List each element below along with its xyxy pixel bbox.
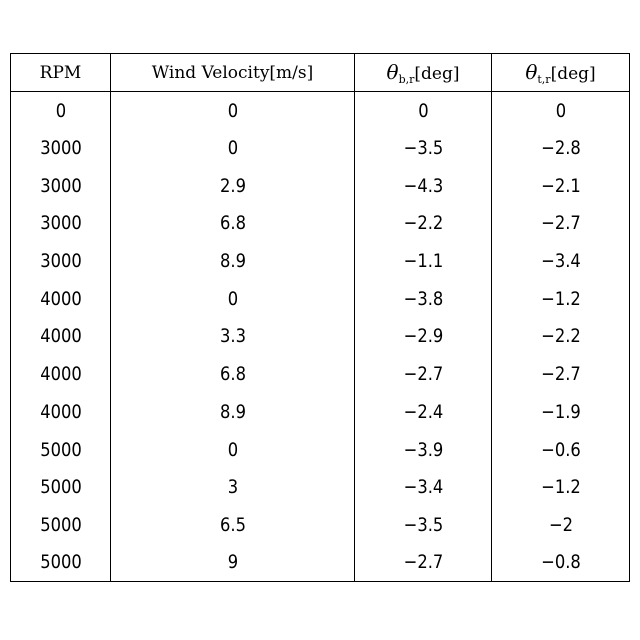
cell-wind-velocity: 3 <box>128 468 338 506</box>
cell-rpm: 5000 <box>18 506 104 544</box>
theta-symbol: θ <box>525 60 537 84</box>
cell-theta-b: −3.5 <box>364 506 482 544</box>
cell-wind-velocity: 0 <box>128 431 338 469</box>
cell-theta-b: −3.9 <box>364 431 482 469</box>
cell-rpm: 0 <box>18 92 104 130</box>
cell-theta-t: −2.1 <box>501 167 620 205</box>
cell-wind-velocity: 8.9 <box>128 242 338 280</box>
cell-rpm: 4000 <box>18 318 104 356</box>
cell-rpm: 5000 <box>18 468 104 506</box>
cell-theta-t: −1.2 <box>501 468 620 506</box>
cell-wind-velocity: 3.3 <box>128 318 338 356</box>
cell-theta-b: −4.3 <box>364 167 482 205</box>
cell-rpm: 3000 <box>18 167 104 205</box>
cell-theta-t: −2 <box>501 506 620 544</box>
cell-rpm: 5000 <box>18 544 104 582</box>
cell-rpm: 5000 <box>18 431 104 469</box>
cell-theta-b: 0 <box>364 92 482 130</box>
cell-rpm: 3000 <box>18 242 104 280</box>
cell-theta-t: 0 <box>501 92 620 130</box>
cell-theta-b: −3.5 <box>364 129 482 167</box>
cell-wind-velocity: 0 <box>128 129 338 167</box>
cell-theta-b: −3.8 <box>364 280 482 318</box>
table-row: 3000 0 −3.5 −2.8 <box>11 129 630 167</box>
cell-rpm: 4000 <box>18 393 104 431</box>
header-theta-b: θb,r[deg] <box>355 54 492 92</box>
cell-rpm: 4000 <box>18 355 104 393</box>
cell-theta-t: −2.8 <box>501 129 620 167</box>
table-body: 000030000−3.5−2.830002.9−4.3−2.130006.8−… <box>11 92 630 582</box>
cell-theta-t: −1.2 <box>501 280 620 318</box>
header-rpm: RPM <box>11 54 111 92</box>
theta-b-unit: [deg] <box>414 64 459 84</box>
cell-wind-velocity: 0 <box>128 92 338 130</box>
table-row: 3000 6.8 −2.2 −2.7 <box>11 205 630 243</box>
cell-theta-b: −2.7 <box>364 355 482 393</box>
cell-wind-velocity: 6.8 <box>128 355 338 393</box>
header-theta-t: θt,r[deg] <box>492 54 630 92</box>
table-row: 5000 6.5 −3.5 −2 <box>11 506 630 544</box>
cell-theta-b: −2.7 <box>364 544 482 582</box>
cell-rpm: 3000 <box>18 205 104 243</box>
theta-symbol: θ <box>387 60 399 84</box>
cell-rpm: 4000 <box>18 280 104 318</box>
cell-wind-velocity: 2.9 <box>128 167 338 205</box>
table-row: 0000 <box>11 92 630 130</box>
cell-wind-velocity: 6.5 <box>128 506 338 544</box>
table-row: 4000 8.9 −2.4 −1.9 <box>11 393 630 431</box>
cell-theta-t: −2.2 <box>501 318 620 356</box>
table-row: 4000 6.8 −2.7 −2.7 <box>11 355 630 393</box>
theta-t-unit: [deg] <box>551 64 596 84</box>
cell-theta-t: −0.6 <box>501 431 620 469</box>
table-row: 4000 0 −3.8 −1.2 <box>11 280 630 318</box>
header-row: RPM Wind Velocity[m/s] θb,r[deg] θt,r[de… <box>11 54 630 92</box>
cell-theta-b: −3.4 <box>364 468 482 506</box>
table-row: 3000 2.9 −4.3 −2.1 <box>11 167 630 205</box>
cell-wind-velocity: 8.9 <box>128 393 338 431</box>
cell-theta-b: −2.9 <box>364 318 482 356</box>
table-row: 3000 8.9 −1.1 −3.4 <box>11 242 630 280</box>
cell-theta-b: −2.4 <box>364 393 482 431</box>
cell-theta-b: −2.2 <box>364 205 482 243</box>
table-row: 5000 9 −2.7 −0.8 <box>11 544 630 582</box>
theta-t-subscript: t,r <box>537 73 550 86</box>
cell-rpm: 3000 <box>18 129 104 167</box>
table-row: 5000 3 −3.4 −1.2 <box>11 468 630 506</box>
cell-wind-velocity: 6.8 <box>128 205 338 243</box>
cell-theta-t: −2.7 <box>501 355 620 393</box>
cell-theta-b: −1.1 <box>364 242 482 280</box>
cell-theta-t: −1.9 <box>501 393 620 431</box>
data-table: RPM Wind Velocity[m/s] θb,r[deg] θt,r[de… <box>10 53 630 582</box>
table-row: 5000 0 −3.9 −0.6 <box>11 431 630 469</box>
cell-wind-velocity: 0 <box>128 280 338 318</box>
cell-wind-velocity: 9 <box>128 544 338 582</box>
cell-theta-t: −3.4 <box>501 242 620 280</box>
cell-theta-t: −2.7 <box>501 205 620 243</box>
theta-b-subscript: b,r <box>399 73 415 86</box>
header-wind-velocity: Wind Velocity[m/s] <box>111 54 355 92</box>
table-header: RPM Wind Velocity[m/s] θb,r[deg] θt,r[de… <box>11 54 630 92</box>
cell-theta-t: −0.8 <box>501 544 620 582</box>
table-row: 4000 3.3 −2.9 −2.2 <box>11 318 630 356</box>
